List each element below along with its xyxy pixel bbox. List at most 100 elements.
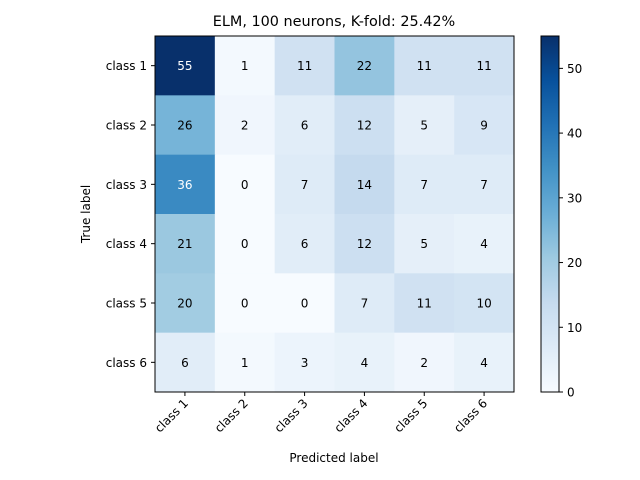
cell-value-label: 11 <box>417 59 432 73</box>
cell-value-label: 10 <box>476 297 491 311</box>
cell-value-label: 0 <box>241 297 249 311</box>
y-axis-ticks: class 1 class 2 class 3 class 4 class 5 class… <box>106 59 155 370</box>
y-tick-label: class 1 <box>106 59 147 73</box>
cell-value-label: 12 <box>357 119 372 133</box>
cell-value-label: 12 <box>357 237 372 251</box>
cell-value-label: 9 <box>480 119 488 133</box>
x-tick-label: class 3 <box>272 396 311 435</box>
cell-value-label: 0 <box>241 237 249 251</box>
heatmap-cell <box>155 273 216 334</box>
cell-value-label: 0 <box>241 178 249 192</box>
x-tick-label: class 2 <box>212 396 251 435</box>
heatmap-cell <box>155 36 216 96</box>
heatmap-cell <box>214 273 276 334</box>
x-axis-label: Predicted label <box>289 451 378 465</box>
colorbar-tick-label: 40 <box>567 127 582 141</box>
y-tick-label: class 2 <box>106 119 147 133</box>
cell-value-label: 3 <box>301 356 309 370</box>
heatmap-cell <box>155 154 216 215</box>
cell-value-label: 7 <box>361 297 369 311</box>
cell-value-label: 22 <box>357 59 372 73</box>
heatmap-cell <box>454 273 515 334</box>
x-tick-label: class 4 <box>331 396 370 435</box>
y-tick-label: class 6 <box>106 356 147 370</box>
heatmap-cell <box>155 332 216 393</box>
cell-value-label: 11 <box>417 297 432 311</box>
heatmap-cell <box>214 214 276 274</box>
cell-value-label: 0 <box>301 297 309 311</box>
heatmap-cell <box>155 214 216 274</box>
heatmap-cell <box>214 154 276 215</box>
cell-value-label: 55 <box>177 59 192 73</box>
cell-value-label: 4 <box>361 356 369 370</box>
heatmap-cell <box>274 36 335 96</box>
cell-value-label: 11 <box>476 59 491 73</box>
heatmap-cell <box>394 154 455 215</box>
x-tick-label: class 6 <box>451 396 490 435</box>
heatmap-cell <box>454 36 515 96</box>
cell-value-label: 36 <box>177 178 192 192</box>
cell-value-label: 21 <box>177 237 192 251</box>
heatmap-cell <box>454 214 515 274</box>
cell-value-label: 7 <box>301 178 309 192</box>
heatmap-cell <box>334 214 395 274</box>
heatmap-cell <box>274 332 335 393</box>
colorbar-tick-label: 20 <box>567 256 582 270</box>
cell-value-label: 4 <box>480 237 488 251</box>
cell-value-label: 26 <box>177 119 192 133</box>
y-tick-label: class 4 <box>106 237 147 251</box>
heatmap-cell <box>274 154 335 215</box>
colorbar-tick-label: 50 <box>567 62 582 76</box>
x-tick-label: class 5 <box>391 396 430 435</box>
cell-value-label: 6 <box>181 356 189 370</box>
colorbar-tick-label: 0 <box>567 386 575 400</box>
x-tick-label: class 1 <box>152 396 191 435</box>
heatmap-cell <box>454 154 515 215</box>
x-axis-ticks: class 1 class 2 class 3 class 4 class 5 class… <box>152 392 490 435</box>
cell-value-label: 5 <box>420 237 428 251</box>
heatmap-cell <box>334 332 395 393</box>
colorbar-ticks: 0 10 20 30 40 50 <box>559 62 582 400</box>
cell-value-label: 2 <box>241 119 249 133</box>
cell-value-label: 11 <box>297 59 312 73</box>
colorbar-tick-label: 10 <box>567 321 582 335</box>
cell-value-label: 1 <box>241 59 249 73</box>
heatmap-cell <box>214 95 276 156</box>
colorbar-tick-label: 30 <box>567 191 582 205</box>
heatmap-cell <box>334 273 395 334</box>
cell-value-label: 6 <box>301 119 309 133</box>
heatmap-cell <box>334 95 395 156</box>
heatmap-cell <box>334 36 395 96</box>
heatmap-cell <box>454 332 515 393</box>
heatmap-cell <box>454 95 515 156</box>
heatmap-cell <box>274 214 335 274</box>
cell-value-label: 7 <box>420 178 428 192</box>
y-tick-label: class 3 <box>106 178 147 192</box>
cell-value-label: 14 <box>357 178 372 192</box>
y-tick-label: class 5 <box>106 297 147 311</box>
cell-value-label: 6 <box>301 237 309 251</box>
heatmap-cell <box>334 154 395 215</box>
heatmap-cell <box>214 332 276 393</box>
cell-value-label: 1 <box>241 356 249 370</box>
cell-value-label: 20 <box>177 297 192 311</box>
heatmap-cell <box>394 214 455 274</box>
heatmap-cell <box>155 95 216 156</box>
colorbar <box>540 35 560 393</box>
heatmap-cell <box>394 95 455 156</box>
cell-value-label: 4 <box>480 356 488 370</box>
heatmap-cell <box>394 332 455 393</box>
cell-value-label: 2 <box>420 356 428 370</box>
heatmap-cell <box>394 273 455 334</box>
y-axis-label: True label <box>79 185 93 244</box>
heatmap-cell <box>274 95 335 156</box>
cell-value-label: 7 <box>480 178 488 192</box>
heatmap-cell <box>394 36 455 96</box>
heatmap-cell <box>274 273 335 334</box>
heatmap-cell <box>214 36 276 96</box>
cell-value-label: 5 <box>420 119 428 133</box>
chart-title: ELM, 100 neurons, K-fold: 25.42% <box>213 14 455 30</box>
plot-frame <box>154 35 515 393</box>
